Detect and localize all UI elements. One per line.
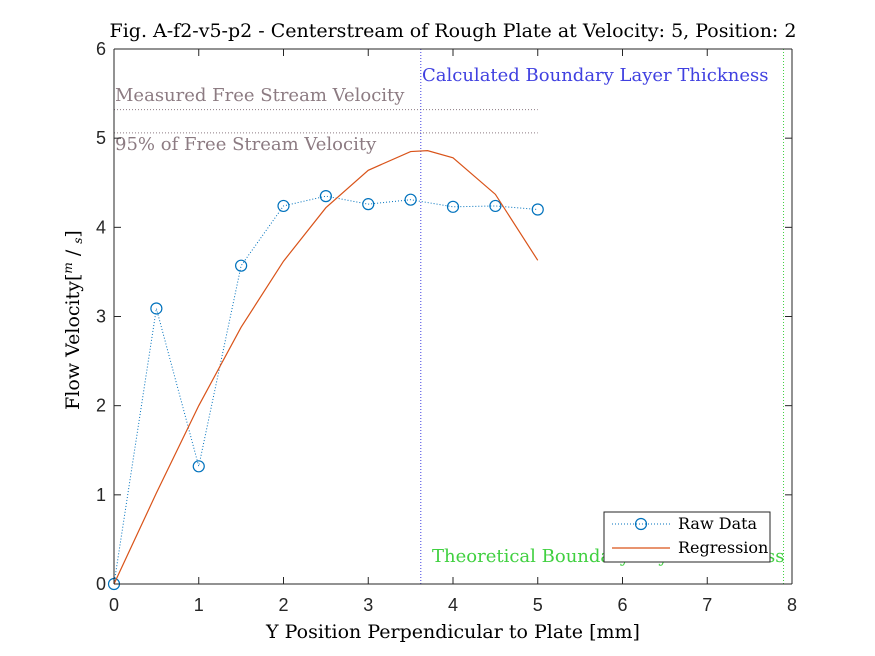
chart-title: Fig. A-f2-v5-p2 - Centerstream of Rough … bbox=[110, 20, 797, 42]
raw-data-point-6 bbox=[319, 190, 332, 203]
reference-label-2: 95% of Free Stream Velocity bbox=[115, 134, 377, 155]
reference-label-3: Calculated Boundary Layer Thickness bbox=[422, 65, 768, 86]
raw-data-point-9 bbox=[446, 200, 460, 213]
legend-raw-data-marker bbox=[634, 517, 648, 531]
raw-data-point-2 bbox=[150, 302, 163, 315]
y-axis-label-slash: / bbox=[62, 244, 84, 262]
x-tick-label-4: 4 bbox=[448, 595, 458, 615]
series-layer bbox=[107, 150, 544, 591]
x-tick-label-2: 2 bbox=[278, 595, 288, 615]
raw-data-point-3 bbox=[192, 460, 205, 473]
raw-data-point-10 bbox=[489, 199, 502, 213]
y-tick-label-3: 3 bbox=[96, 307, 106, 327]
legend: Raw Data Regression bbox=[603, 511, 771, 563]
x-axis-label: Y Position Perpendicular to Plate [mm] bbox=[265, 621, 640, 643]
legend-regression-label: Regression bbox=[678, 538, 768, 557]
x-tick-label-0: 0 bbox=[109, 595, 119, 615]
y-tick-label-5: 5 bbox=[96, 128, 106, 148]
raw-data-point-7 bbox=[362, 198, 375, 211]
y-axis-label: Flow Velocity[m / s] bbox=[61, 230, 85, 410]
legend-box bbox=[603, 511, 771, 563]
y-axis-label-bracket-close: ] bbox=[62, 230, 84, 237]
y-tick-label-4: 4 bbox=[96, 217, 106, 237]
raw-data-point-11 bbox=[531, 203, 544, 216]
x-tick-label-7: 7 bbox=[702, 595, 712, 615]
series-raw-data-line bbox=[113, 195, 538, 585]
y-tick-label-1: 1 bbox=[96, 485, 106, 505]
raw-data-point-4 bbox=[235, 259, 248, 272]
x-tick-label-8: 8 bbox=[787, 595, 797, 615]
x-tick-label-6: 6 bbox=[617, 595, 627, 615]
x-tick-label-3: 3 bbox=[363, 595, 373, 615]
x-tick-label-1: 1 bbox=[194, 595, 204, 615]
reference-label-1: Measured Free Stream Velocity bbox=[115, 85, 405, 106]
y-tick-label-0: 0 bbox=[96, 574, 106, 594]
raw-data-point-8 bbox=[404, 193, 417, 206]
legend-raw-data-label: Raw Data bbox=[678, 514, 758, 533]
series-regression-line bbox=[113, 150, 539, 585]
y-tick-label-6: 6 bbox=[96, 39, 106, 59]
raw-data-point-5 bbox=[277, 199, 290, 213]
y-axis-label-unit-num: m bbox=[61, 262, 75, 273]
y-axis-label-bracket-open: [ bbox=[62, 274, 84, 281]
plot-area bbox=[114, 49, 792, 584]
y-axis-label-main: Flow Velocity bbox=[62, 281, 84, 410]
y-tick-label-2: 2 bbox=[96, 396, 106, 416]
y-axis-label-unit-den: s bbox=[71, 238, 85, 244]
reference-lines bbox=[114, 49, 785, 584]
x-tick-label-5: 5 bbox=[533, 595, 543, 615]
ticks: 0 1 2 3 4 5 6 7 8 0 1 2 3 4 5 6 bbox=[96, 39, 797, 615]
